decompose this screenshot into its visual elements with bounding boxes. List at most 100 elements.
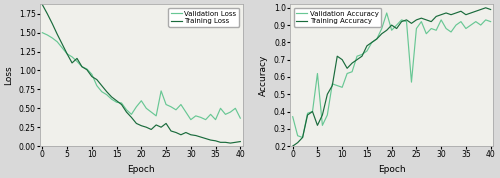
Validation Accuracy xyxy=(488,20,494,23)
Validation Loss xyxy=(104,94,110,96)
Line: Training Accuracy: Training Accuracy xyxy=(292,8,490,146)
Validation Accuracy xyxy=(349,71,355,73)
Training Accuracy xyxy=(344,67,350,69)
Validation Loss xyxy=(193,115,199,117)
Validation Loss xyxy=(69,56,75,58)
Validation Loss xyxy=(188,119,194,121)
Validation Loss xyxy=(118,102,124,104)
Validation Accuracy xyxy=(300,136,306,138)
Training Loss xyxy=(188,134,194,136)
Training Accuracy xyxy=(314,124,320,126)
Validation Loss xyxy=(173,109,179,111)
Training Loss xyxy=(222,141,228,143)
Training Accuracy xyxy=(458,10,464,12)
Training Accuracy xyxy=(354,59,360,61)
Training Accuracy xyxy=(304,114,310,116)
Training Loss xyxy=(134,122,140,124)
Validation Loss xyxy=(74,60,80,62)
Training Loss xyxy=(168,130,174,132)
Validation Loss xyxy=(178,103,184,106)
Training Accuracy xyxy=(473,10,479,12)
Training Loss xyxy=(218,141,224,143)
Validation Loss xyxy=(54,41,60,43)
Validation Accuracy xyxy=(404,20,409,23)
Training Accuracy xyxy=(300,136,306,138)
Validation Accuracy xyxy=(468,24,474,26)
Validation Loss xyxy=(168,106,174,108)
Validation Loss xyxy=(98,91,104,93)
Validation Accuracy xyxy=(394,24,400,26)
Training Accuracy xyxy=(364,45,370,47)
Validation Accuracy xyxy=(463,27,469,30)
Validation Loss xyxy=(59,47,65,49)
Training Accuracy xyxy=(394,27,400,30)
Training Loss xyxy=(54,33,60,35)
Line: Training Loss: Training Loss xyxy=(42,5,240,143)
Training Loss xyxy=(40,4,46,6)
Training Accuracy xyxy=(404,19,409,21)
Training Loss xyxy=(232,141,238,143)
Training Accuracy xyxy=(418,17,424,19)
Training Loss xyxy=(124,111,130,113)
Training Accuracy xyxy=(374,38,380,40)
Training Accuracy xyxy=(424,19,430,21)
Training Accuracy xyxy=(428,20,434,23)
Validation Loss xyxy=(158,90,164,92)
Training Loss xyxy=(64,53,70,55)
Validation Loss xyxy=(238,117,244,119)
Training Loss xyxy=(178,134,184,136)
Validation Accuracy xyxy=(453,24,459,26)
Line: Validation Accuracy: Validation Accuracy xyxy=(292,13,490,137)
Validation Accuracy xyxy=(344,72,350,75)
Training Loss xyxy=(163,122,169,124)
Training Loss xyxy=(158,126,164,128)
Training Accuracy xyxy=(310,111,316,113)
Validation Loss xyxy=(124,109,130,111)
Validation Accuracy xyxy=(473,20,479,23)
Training Accuracy xyxy=(388,24,394,26)
Validation Accuracy xyxy=(354,55,360,57)
Validation Loss xyxy=(134,106,140,108)
Training Loss xyxy=(183,131,189,134)
Validation Loss xyxy=(218,107,224,109)
Training Loss xyxy=(202,137,208,140)
Training Loss xyxy=(173,131,179,134)
Validation Loss xyxy=(198,116,203,118)
Validation Accuracy xyxy=(310,111,316,113)
Training Accuracy xyxy=(408,22,414,24)
Training Loss xyxy=(69,62,75,64)
Validation Accuracy xyxy=(414,27,420,30)
Validation Accuracy xyxy=(438,19,444,21)
Validation Accuracy xyxy=(443,27,449,30)
Training Loss xyxy=(114,100,119,102)
Training Loss xyxy=(118,103,124,106)
Training Accuracy xyxy=(482,7,488,9)
Line: Validation Loss: Validation Loss xyxy=(42,33,240,120)
Validation Accuracy xyxy=(290,116,296,118)
Training Loss xyxy=(238,140,244,143)
Training Loss xyxy=(108,96,114,98)
Validation Accuracy xyxy=(294,135,300,137)
Validation Loss xyxy=(79,66,85,68)
Validation Loss xyxy=(208,113,214,115)
X-axis label: Epoch: Epoch xyxy=(378,165,406,174)
Training Loss xyxy=(84,69,90,71)
Training Loss xyxy=(89,75,95,78)
Validation Accuracy xyxy=(482,19,488,21)
Training Accuracy xyxy=(339,59,345,61)
Training Loss xyxy=(138,125,144,127)
Training Loss xyxy=(59,43,65,45)
Training Loss xyxy=(193,134,199,137)
Training Accuracy xyxy=(463,14,469,16)
Validation Accuracy xyxy=(320,124,326,126)
Training Accuracy xyxy=(359,55,365,57)
Validation Loss xyxy=(212,119,218,121)
Validation Accuracy xyxy=(334,85,340,87)
Validation Loss xyxy=(50,37,56,39)
Training Loss xyxy=(148,128,154,130)
Validation Loss xyxy=(183,111,189,113)
Training Accuracy xyxy=(398,20,404,23)
Validation Accuracy xyxy=(324,114,330,116)
Training Loss xyxy=(128,116,134,118)
Validation Accuracy xyxy=(339,86,345,88)
